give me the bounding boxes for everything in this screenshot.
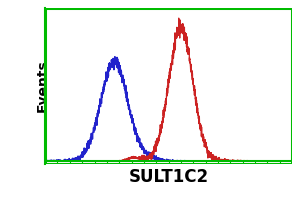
Y-axis label: Events: Events xyxy=(36,60,49,112)
X-axis label: SULT1C2: SULT1C2 xyxy=(129,168,209,186)
